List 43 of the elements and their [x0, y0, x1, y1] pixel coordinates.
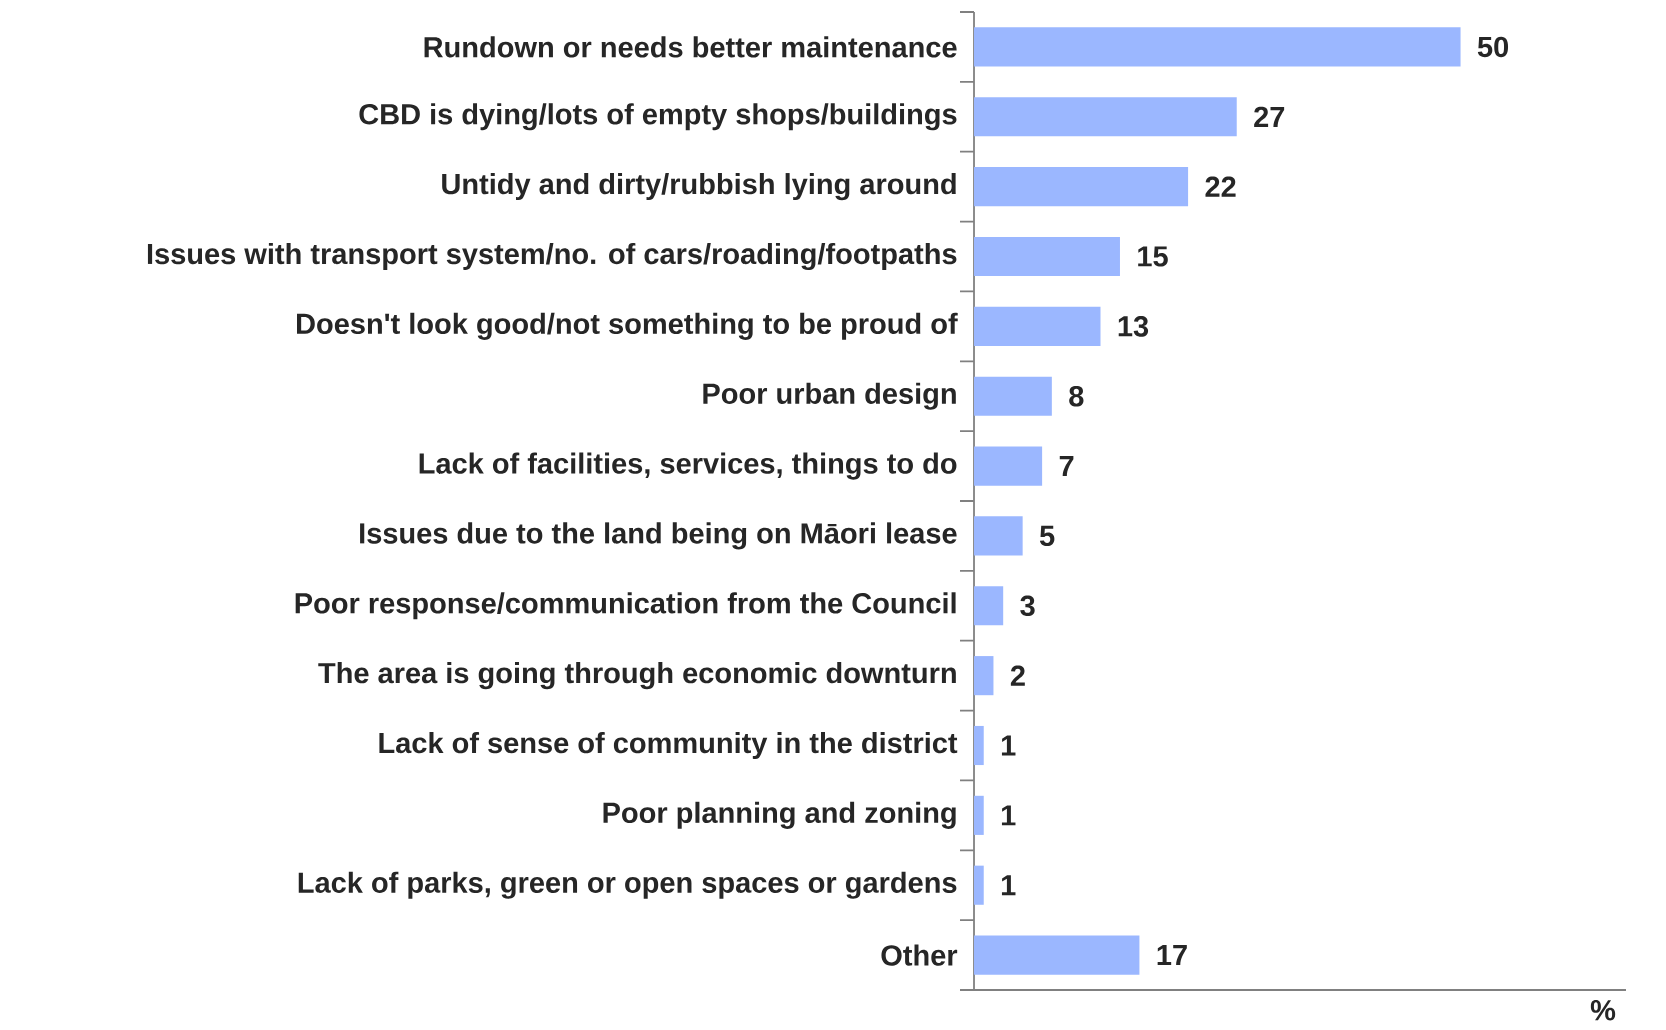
bar — [974, 516, 1023, 556]
data-label: 8 — [1069, 385, 1084, 407]
data-label: 7 — [1059, 456, 1074, 476]
y-tick-label: Rundown or needs better maintenance — [424, 36, 957, 58]
x-axis-title: % — [1590, 999, 1616, 1021]
data-label: 2 — [1010, 665, 1025, 686]
y-tick-label: Poor response/communication from the Council — [295, 592, 956, 620]
data-label: 22 — [1205, 176, 1236, 197]
y-tick-label: Issues with transport system/no. of cars/roading/footpaths — [147, 242, 957, 271]
data-label: 17 — [1157, 945, 1187, 965]
data-label: 1 — [1001, 875, 1016, 896]
bar — [974, 795, 984, 835]
data-label: 1 — [1001, 735, 1016, 756]
bar — [974, 586, 1004, 626]
y-tick-label: Other — [881, 944, 958, 966]
y-tick-label: Issues due to the land being on Māori lease — [360, 522, 957, 550]
y-tick-label: Lack of parks, green or open spaces or gardens — [298, 871, 957, 899]
y-tick-label: Poor urban design — [703, 382, 956, 410]
data-label: 27 — [1254, 106, 1285, 127]
bar — [974, 236, 1120, 276]
y-tick-label: Untidy and dirty/rubbish lying around — [442, 173, 956, 201]
y-tick-label: Lack of facilities, services, things to do — [419, 452, 957, 480]
bar — [974, 725, 984, 765]
data-label: 5 — [1039, 525, 1055, 546]
data-label: 13 — [1118, 315, 1149, 337]
bar — [974, 656, 994, 696]
bar — [974, 167, 1189, 207]
bar — [974, 865, 984, 905]
y-tick-label: CBD is dying/lots of empty shops/buildings — [359, 103, 957, 131]
bar — [974, 306, 1101, 346]
data-label: 50 — [1477, 36, 1509, 58]
y-tick-label: The area is going through economic downturn — [318, 662, 956, 690]
bar — [974, 446, 1043, 486]
y-tick-label: Poor planning and zoning — [603, 801, 956, 829]
data-label: 1 — [1001, 805, 1016, 826]
data-label: 3 — [1020, 595, 1035, 616]
y-tick-label: Lack of sense of community in the district — [379, 731, 958, 759]
bar — [974, 376, 1052, 416]
bar — [974, 935, 1140, 975]
data-label: 15 — [1138, 246, 1168, 267]
bar — [974, 97, 1237, 137]
bar — [974, 27, 1461, 67]
y-tick-label: Doesn't look good/not something to be proud of — [297, 312, 958, 340]
